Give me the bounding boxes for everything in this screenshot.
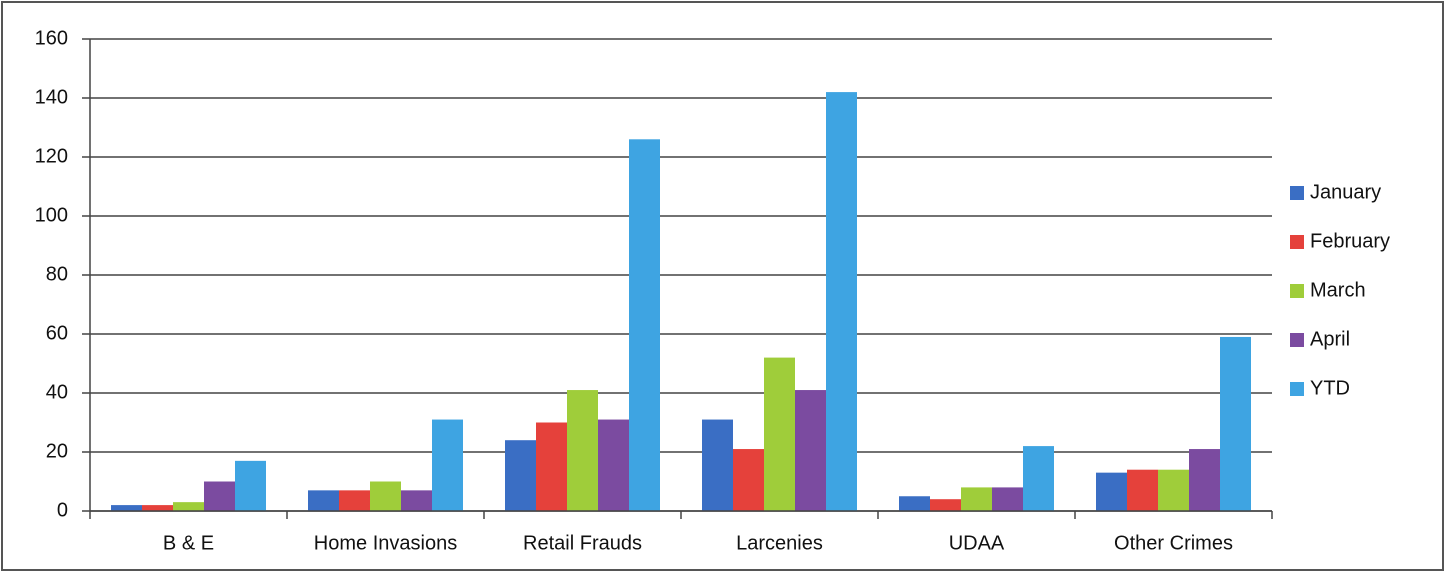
bar (826, 92, 857, 511)
bar (536, 422, 567, 511)
bar (308, 490, 339, 511)
bar (1096, 472, 1127, 511)
legend-label: YTD (1310, 377, 1350, 399)
x-tick-label: Larcenies (736, 532, 823, 554)
y-tick-label: 80 (46, 263, 68, 285)
bar (142, 505, 173, 511)
legend-label: March (1310, 279, 1366, 301)
legend-swatch (1290, 284, 1304, 298)
bar (598, 419, 629, 511)
bar (111, 505, 142, 511)
bar (567, 390, 598, 511)
bar (702, 419, 733, 511)
bar (1127, 469, 1158, 511)
bar (1220, 336, 1251, 511)
legend-swatch (1290, 186, 1304, 200)
x-tick-label: Retail Frauds (523, 532, 642, 554)
bar (1158, 469, 1189, 511)
y-tick-label: 60 (46, 322, 68, 344)
x-tick-label: UDAA (949, 532, 1005, 554)
bar (339, 490, 370, 511)
legend-label: April (1310, 328, 1350, 350)
legend-label: February (1310, 230, 1390, 252)
legend-swatch (1290, 382, 1304, 396)
bar (899, 496, 930, 511)
bar (235, 460, 266, 511)
bar (432, 419, 463, 511)
bar (764, 357, 795, 511)
bar (795, 390, 826, 511)
bar (961, 487, 992, 511)
x-tick-label: B & E (163, 532, 214, 554)
y-tick-label: 120 (35, 145, 68, 167)
y-tick-label: 0 (57, 499, 68, 521)
legend-swatch (1290, 333, 1304, 347)
bar (629, 139, 660, 512)
bar (1023, 446, 1054, 511)
bar (505, 440, 536, 511)
legend-swatch (1290, 235, 1304, 249)
y-tick-label: 160 (35, 27, 68, 49)
y-tick-label: 40 (46, 381, 68, 403)
x-tick-label: Other Crimes (1114, 532, 1233, 554)
legend-label: January (1310, 181, 1381, 203)
bar (733, 449, 764, 511)
bar (173, 502, 204, 511)
bar (204, 481, 235, 511)
y-tick-label: 100 (35, 204, 68, 226)
bar (930, 499, 961, 511)
bar (992, 487, 1023, 511)
bar (401, 490, 432, 511)
bar (370, 481, 401, 511)
x-tick-label: Home Invasions (314, 532, 457, 554)
y-tick-label: 140 (35, 86, 68, 108)
y-tick-label: 20 (46, 440, 68, 462)
bar (1189, 449, 1220, 511)
